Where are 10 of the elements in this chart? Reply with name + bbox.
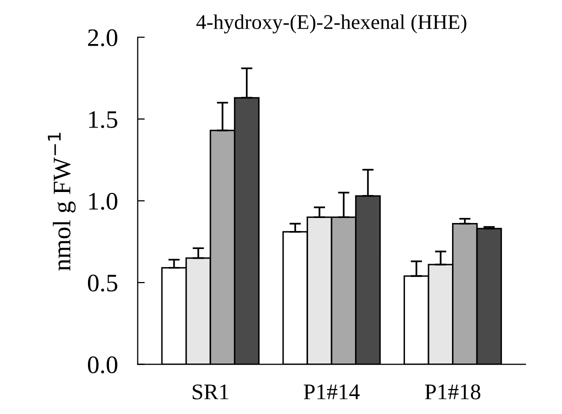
x-tick-label: P1#14 [304, 384, 360, 400]
y-tick-label: 2.0 [88, 29, 118, 46]
x-tick-label: SR1 [192, 384, 228, 400]
y-axis-title: nmol g FW$^{−1}$ [48, 132, 76, 271]
chart-title: 4-hydroxy-(E)-2-hexenal (HHE) [196, 14, 466, 34]
y-tick-label: 0.5 [88, 274, 118, 292]
y-tick-label: 1.5 [89, 111, 118, 128]
y-tick-label: 1.0 [89, 192, 118, 210]
x-tick-label: P1#18 [425, 384, 480, 400]
y-tick-label: 0.0 [88, 356, 118, 374]
